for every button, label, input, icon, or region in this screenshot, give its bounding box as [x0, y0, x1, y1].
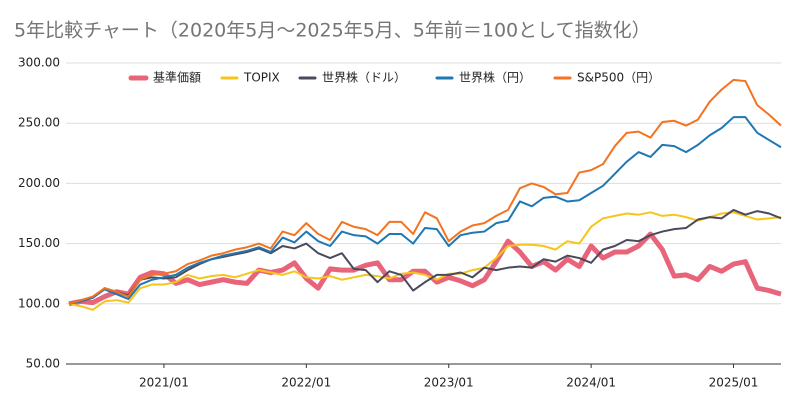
y-tick-label: 150.00 — [18, 236, 60, 250]
y-tick-label: 250.00 — [18, 116, 60, 130]
series-line — [68, 78, 782, 305]
series-line — [68, 208, 782, 305]
legend-label: 世界株（ドル） — [322, 70, 406, 85]
chart-title: 5年比較チャート（2020年5月〜2025年5月、5年前＝100として指数化） — [14, 20, 651, 42]
legend-item: 世界株（円） — [435, 70, 531, 85]
x-tick-label: 2022/01 — [281, 376, 331, 390]
y-tick-label: 200.00 — [18, 176, 60, 190]
x-tick-label: 2023/01 — [424, 376, 474, 390]
legend-item: 世界株（ドル） — [298, 70, 406, 85]
series-line — [68, 211, 782, 311]
series-line — [68, 116, 782, 305]
legend-label: S&P500（円） — [577, 71, 660, 85]
x-tick-label: 2025/01 — [709, 376, 759, 390]
x-tick-label: 2021/01 — [139, 376, 189, 390]
legend-item: S&P500（円） — [553, 71, 660, 85]
legend-label: 世界株（円） — [459, 70, 531, 85]
legend-label: TOPIX — [243, 71, 280, 85]
y-tick-label: 300.00 — [18, 56, 60, 70]
x-tick-label: 2024/01 — [566, 376, 616, 390]
series-line — [68, 231, 782, 307]
legend-item: 基準価額 — [128, 70, 201, 85]
legend-label: 基準価額 — [153, 70, 201, 85]
legend-item: TOPIX — [220, 71, 280, 85]
y-tick-label: 50.00 — [26, 357, 60, 371]
y-tick-label: 100.00 — [18, 296, 60, 310]
